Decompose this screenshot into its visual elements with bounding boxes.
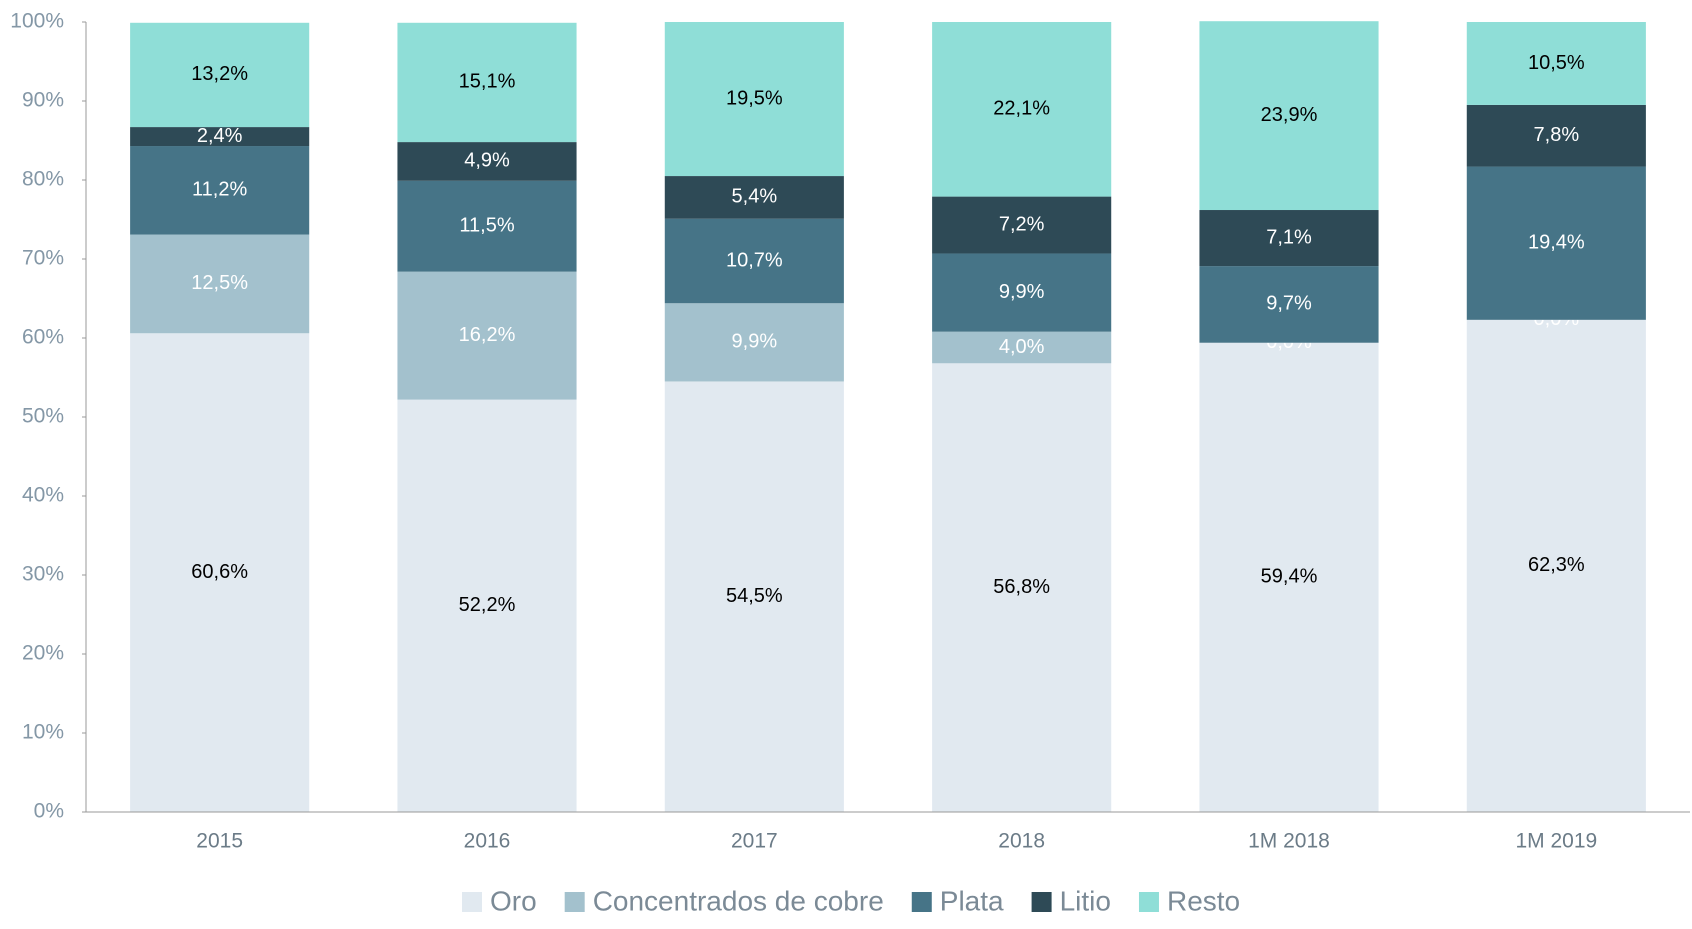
y-tick-label: 50% (22, 405, 64, 428)
y-tick-label: 20% (22, 642, 64, 665)
value-label: 7,8% (1534, 124, 1580, 146)
value-label: 10,7% (726, 249, 783, 271)
bar-segment (130, 234, 310, 334)
value-label: 22,1% (993, 98, 1050, 120)
value-label: 19,5% (726, 87, 783, 109)
bar-segment (932, 196, 1112, 254)
bar-segment (1199, 342, 1379, 812)
bar-segment (932, 253, 1112, 332)
y-tick-label: 30% (22, 563, 64, 586)
x-tick-label: 2015 (196, 830, 243, 853)
y-tick-label: 10% (22, 721, 64, 744)
y-tick-label: 80% (22, 168, 64, 191)
y-tick-label: 100% (10, 10, 64, 33)
bar-segment (130, 146, 310, 235)
legend-swatch (911, 892, 932, 912)
value-label: 13,2% (191, 63, 248, 85)
bar-segment (1466, 22, 1646, 105)
bar-segment (664, 218, 844, 304)
value-label: 62,3% (1528, 554, 1585, 576)
x-tick-label: 1M 2019 (1515, 830, 1597, 853)
bar-segment (397, 22, 577, 143)
bar-segment (130, 333, 310, 812)
value-label: 2,4% (197, 125, 243, 147)
legend-label: Resto (1167, 885, 1240, 916)
x-tick-label: 1M 2018 (1248, 830, 1330, 853)
y-tick-label: 70% (22, 247, 64, 270)
value-label: 4,0% (999, 336, 1045, 358)
bar-segment (664, 22, 844, 177)
bar-segment (397, 142, 577, 181)
y-tick-label: 90% (22, 89, 64, 112)
value-label: 9,7% (1266, 293, 1312, 315)
value-label: 11,2% (192, 179, 247, 201)
value-label: 54,5% (726, 585, 783, 607)
value-label: 9,9% (732, 331, 778, 353)
value-label: 7,1% (1266, 226, 1312, 248)
legend-label: Plata (940, 885, 1004, 916)
legend-swatch (1138, 892, 1159, 912)
value-label: 7,2% (999, 213, 1045, 235)
bar-segment (1466, 166, 1646, 320)
bar-segment (932, 331, 1112, 364)
value-label: 16,2% (459, 324, 516, 346)
bar-segment (1199, 210, 1379, 267)
value-label: 4,9% (464, 150, 510, 172)
bar-segment (397, 180, 577, 272)
value-label: 9,9% (999, 281, 1045, 303)
y-tick-label: 40% (22, 484, 64, 507)
legend-swatch (1031, 892, 1052, 912)
bar-segment (664, 381, 844, 812)
bar-segment (1466, 319, 1646, 812)
value-label: 11,5% (459, 214, 514, 236)
x-tick-label: 2017 (731, 830, 778, 853)
value-label: 12,5% (191, 272, 248, 294)
bar-segment (1466, 104, 1646, 167)
value-label: 52,2% (459, 594, 516, 616)
legend-label: Oro (490, 885, 537, 916)
bar-segment (664, 176, 844, 219)
value-label: 10,5% (1528, 52, 1585, 74)
bar-segment (932, 363, 1112, 812)
bar-segment (664, 303, 844, 382)
bar-segment (397, 399, 577, 812)
bar-segment (1199, 266, 1379, 343)
value-label: 59,4% (1261, 566, 1318, 588)
legend-label: Concentrados de cobre (593, 885, 884, 916)
bar-segment (130, 22, 310, 128)
y-tick-label: 60% (22, 326, 64, 349)
legend-swatch (462, 892, 482, 912)
value-label: 60,6% (191, 561, 248, 583)
x-tick-label: 2016 (464, 830, 511, 853)
bar-segment (130, 127, 310, 147)
legend-swatch (564, 892, 585, 912)
value-label: 19,4% (1528, 231, 1585, 253)
x-tick-label: 2018 (998, 830, 1045, 853)
bar-segment (397, 271, 577, 400)
value-label: 23,9% (1261, 104, 1318, 126)
value-label: 15,1% (459, 71, 516, 93)
legend-label: Litio (1060, 885, 1111, 916)
bar-segment (1199, 21, 1379, 211)
y-tick-label: 0% (34, 800, 64, 823)
value-label: 56,8% (993, 576, 1050, 598)
bar-segment (932, 22, 1112, 197)
value-label: 5,4% (732, 186, 778, 208)
